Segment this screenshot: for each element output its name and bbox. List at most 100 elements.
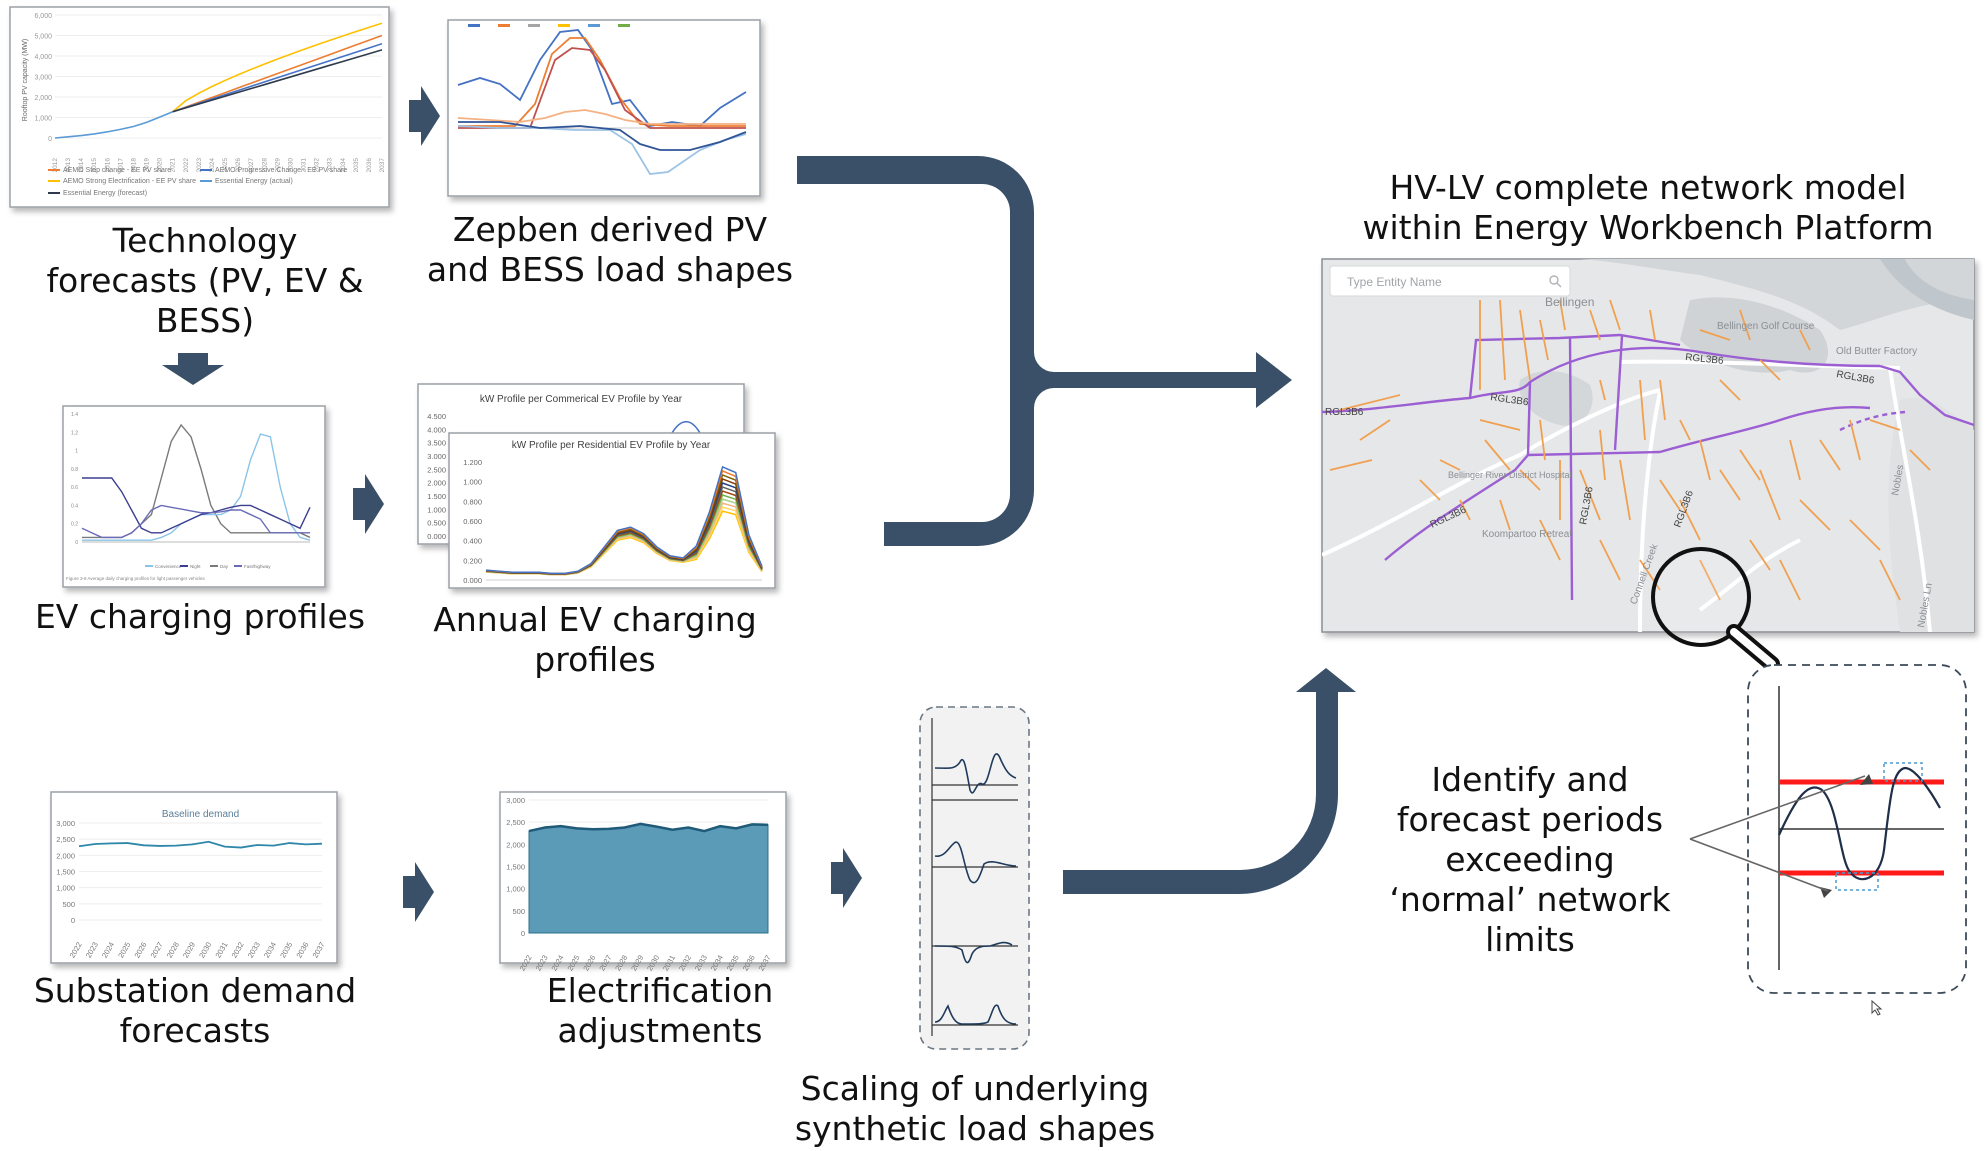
caption-line: HV-LV complete network model [1389,168,1907,207]
arrow-right-icon [831,848,862,908]
pv-xtick: 2033 [327,158,334,173]
lv-line [1589,309,1601,341]
ev-daily-ytick: 0.4 [71,503,78,509]
caption-line: within Energy Workbench Platform [1362,208,1934,247]
map-content: Bellingen Bellingen Golf Course Old Butt… [1322,259,1974,632]
caption-line: exceeding [1445,840,1615,879]
load-shape-2 [934,841,1017,884]
lv-line [1759,359,1781,381]
caption-annual-ev-profiles: Annual EV charging profiles [420,600,770,680]
caption-line: EV charging profiles [34,597,366,636]
baseline-ytick: 1,000 [56,884,75,893]
commercial-ev-plot: kW Profile per Commerical EV Profile by … [427,394,701,541]
residential-ev-plot: kW Profile per Residential EV Profile by… [463,440,763,585]
ev-daily-plot: 1.4 1.2 1 0.8 0.6 0.4 0.2 0 Convenience Night Day F… [66,412,311,581]
lv-line [1619,459,1631,521]
residential-ev-title: kW Profile per Residential EV Profile by… [512,440,711,451]
residential-ev-series [485,465,763,575]
map-label-feeder: RGL3B6 [1325,407,1364,418]
pv-xtick: 2032 [314,158,321,173]
lv-line [1459,499,1471,521]
caption-identify-periods: Identify and forecast periods exceeding … [1380,760,1680,960]
caption-line: profiles [534,640,656,679]
entity-search-placeholder: Type Entity Name [1347,275,1442,289]
electrification-ytick: 500 [512,907,525,916]
map-label-bellingen: Bellingen [1545,295,1594,309]
lv-line [1699,329,1731,341]
commercial-ev-ytick: 0.500 [427,519,446,528]
lv-line [1499,499,1511,531]
exceedance-marker-top [1883,762,1923,782]
pv-legend-label: AEMO Progressive Change - EE PV share [215,167,347,174]
map-label-koompartoo: Koompartoo Retreat [1482,529,1572,540]
commercial-ev-ytick: 2.500 [427,465,446,474]
map-label-hospital: Bellinger River District Hospital [1448,470,1572,480]
lv-line [1679,419,1691,441]
pv-ylabel: Rooftop PV capacity (MW) [22,39,29,121]
residential-ev-ytick: 0.200 [463,556,482,565]
caption-scaling-shapes: Scaling of underlying synthetic load sha… [785,1069,1165,1149]
electrification-ytick: 2,500 [506,818,525,827]
pv-xtick: 2036 [366,158,373,173]
pv-ytick: 2,000 [34,95,52,102]
lv-line [1799,499,1831,531]
lv-line [1599,429,1606,481]
callout-lines [1689,775,1866,892]
zepben-load-shape-chart [447,19,761,197]
pv-ytick: 5,000 [34,34,52,41]
map-label-feeder: RGL3B6 [1490,392,1530,408]
entity-search-box[interactable]: Type Entity Name [1329,265,1571,297]
pv-xtick: 2015 [91,158,98,173]
pv-xtick: 2022 [183,158,190,173]
load-shape-3 [934,941,1013,964]
commercial-ev-ytick: 1.000 [427,505,446,514]
lv-line [1849,519,1881,551]
pv-series-forecast [172,34,383,113]
pv-xtick: 2014 [78,158,85,173]
exceedance-marker-bottom [1835,872,1879,891]
lv-line [1659,379,1666,421]
map-label-feeder: RGL3B6 [1685,352,1725,367]
lv-line [1719,469,1741,501]
baseline-ytick: 500 [62,900,75,909]
ev-daily-legend-label: Night [190,564,201,569]
lv-line [1789,439,1801,481]
lv-line [1639,379,1646,441]
ev-daily-caption: Figure 3-9 Average daily charging profil… [66,576,205,581]
caption-network-model: HV-LV complete network model within Ener… [1322,168,1974,248]
commercial-ev-peak [671,421,701,434]
caption-line: Scaling of underlying [800,1069,1150,1108]
pv-xtick: 2016 [104,158,111,173]
lv-line [1799,329,1811,351]
caption-line: Electrification [546,971,774,1010]
lv-line [1484,439,1511,471]
residential-ev-ytick: 1.200 [463,458,482,467]
pv-legend-label: AEMO Strong Electrification - EE PV shar… [63,178,196,185]
commercial-ev-ytick: 4.000 [427,425,446,434]
pv-xtick: 2013 [65,158,72,173]
arrow-down-icon [162,353,224,385]
lv-line [1819,439,1841,471]
magnifier-icon [1651,547,1780,672]
lv-line [1779,559,1801,601]
pv-xtick: 2019 [144,158,151,173]
ev-daily-legend-label: Fast/highway [244,564,271,569]
lv-line [1519,309,1531,381]
baseline-ytick: 2,000 [56,851,75,860]
ev-daily-ytick: 0.8 [71,467,78,473]
pv-xtick: 2020 [157,158,164,173]
pv-legend-label: Essential Energy (actual) [215,178,293,185]
ev-daily-ytick: 1 [75,449,78,455]
caption-line: adjustments [557,1011,763,1050]
lv-line [1649,309,1656,341]
load-curve [1777,766,1941,881]
lv-line [1909,449,1931,471]
pv-xtick: 2037 [379,158,386,173]
lv-line [1739,449,1761,481]
lv-line [1609,299,1621,331]
lv-line [1869,419,1901,431]
caption-line: Substation demand [33,971,357,1010]
baseline-ytick: 0 [71,916,75,925]
lv-line [1479,419,1521,431]
lv-line [1699,439,1711,481]
